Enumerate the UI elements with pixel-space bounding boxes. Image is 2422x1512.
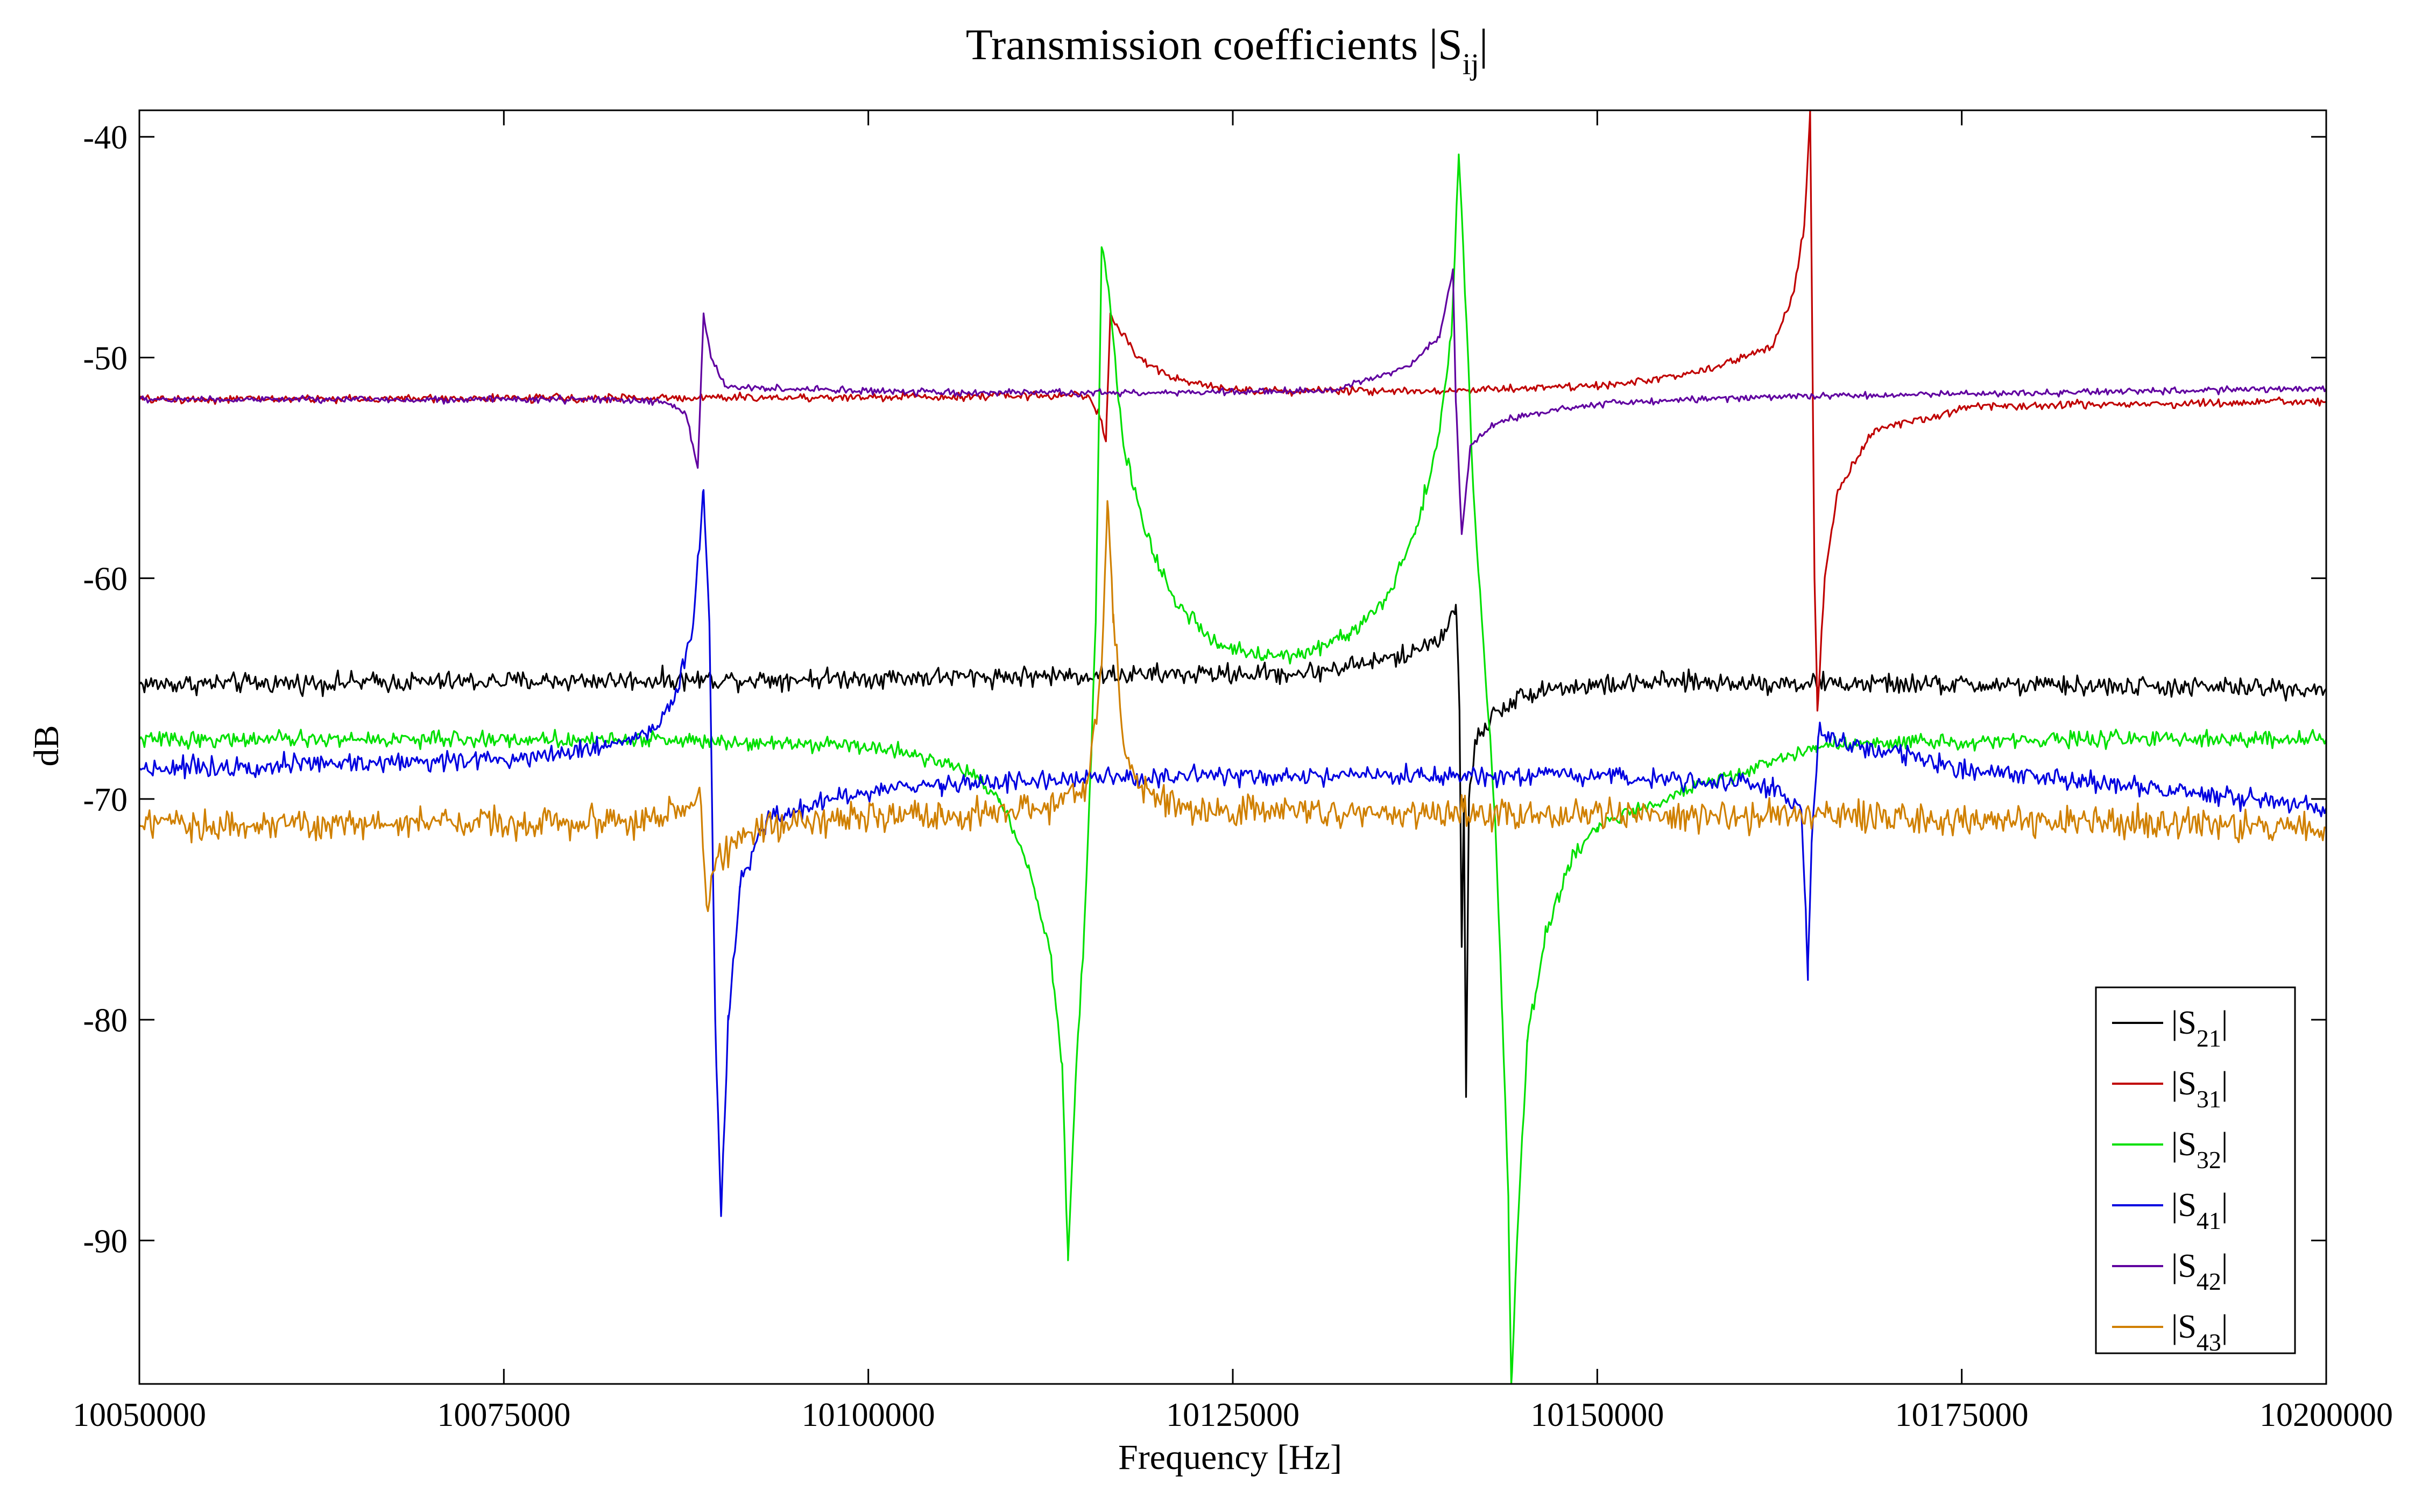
legend-label-s41: |S41| [2171,1187,2228,1234]
legend-label-s32: |S32| [2171,1126,2228,1174]
series-line-s42 [138,268,2327,535]
chart-title: Transmission coefficients |Sij| [966,20,1488,81]
legend-box [2095,986,2296,1354]
y-tick-label: -60 [83,561,128,598]
series-line-s32 [138,153,2327,1385]
x-tick-label: 10150000 [1530,1397,1664,1433]
x-axis-label: Frequency [Hz] [1118,1438,1342,1477]
x-tick-label: 10200000 [2259,1397,2393,1433]
legend: |S21| |S31| |S32| |S41| |S42| |S43| [2095,986,2296,1356]
x-tick-label: 10175000 [1895,1397,2029,1433]
x-tick-label: 10100000 [802,1397,935,1433]
series-line-s43 [139,500,2327,913]
chart-title-close: | [1479,20,1488,69]
tick-layer: 10050000 10075000 10100000 10125000 10150000… [73,110,2393,1433]
series-layer [138,109,2327,1385]
series-line-s41 [138,489,2327,1217]
x-tick-label: 10050000 [73,1397,206,1433]
plot-frame [138,109,2327,1385]
series-line-s31 [138,109,2327,712]
y-axis-label: dB [27,725,66,766]
x-tick-label: 10125000 [1166,1397,1300,1433]
legend-label-s21: |S21| [2171,1005,2228,1052]
x-tick-label: 10075000 [437,1397,570,1433]
legend-label-s43: |S43| [2171,1309,2228,1356]
chart-title-main: Transmission coefficients |S [966,20,1463,69]
chart-title-subscript: ij [1463,48,1479,81]
y-tick-label: -70 [83,782,128,818]
legend-label-s42: |S42| [2171,1248,2228,1295]
y-tick-label: -40 [83,119,128,156]
legend-label-s31: |S31| [2171,1065,2228,1113]
series-line-s21 [138,604,2327,1098]
y-tick-label: -80 [83,1002,128,1039]
y-tick-label: -50 [83,340,128,377]
y-tick-label: -90 [83,1223,128,1260]
